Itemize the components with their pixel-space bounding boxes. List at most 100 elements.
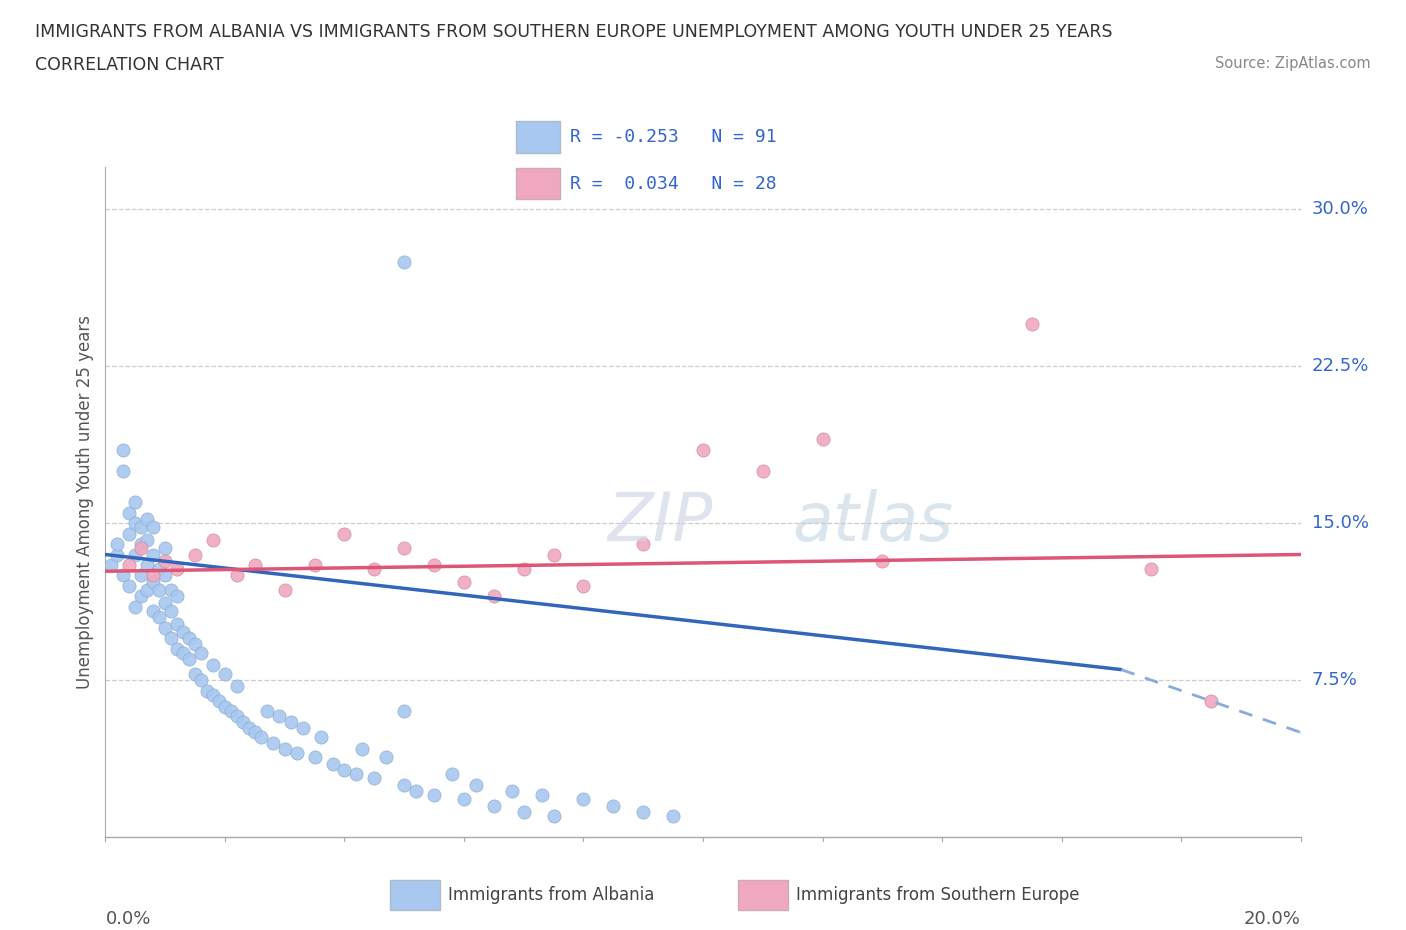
Point [155, 568, 177, 583]
Y-axis label: Unemployment Among Youth under 25 years: Unemployment Among Youth under 25 years [76, 315, 94, 689]
Point [751, 463, 773, 478]
Point [543, 809, 565, 824]
Point [184, 637, 207, 652]
Point [112, 568, 135, 583]
Point [129, 520, 153, 535]
Point [602, 798, 624, 813]
Point [136, 512, 159, 526]
Point [273, 742, 295, 757]
Point [572, 792, 595, 807]
Point [142, 547, 165, 562]
Point [129, 589, 153, 604]
Point [124, 495, 146, 510]
Point [423, 558, 446, 573]
Point [202, 658, 225, 673]
Point [513, 804, 536, 819]
Point [214, 666, 236, 681]
Point [124, 600, 146, 615]
Bar [391, 880, 440, 910]
Point [129, 541, 153, 556]
Point [225, 709, 249, 724]
Point [662, 809, 685, 824]
Point [543, 547, 565, 562]
Point [118, 505, 141, 520]
Point [423, 788, 446, 803]
Point [112, 463, 135, 478]
Point [148, 562, 170, 577]
Point [304, 558, 326, 573]
Point [1199, 694, 1222, 709]
Point [155, 595, 177, 610]
Point [394, 777, 416, 792]
Point [513, 562, 536, 577]
Point [363, 771, 385, 786]
Point [107, 547, 129, 562]
Point [100, 558, 122, 573]
Point [346, 766, 368, 781]
Point [243, 725, 266, 740]
Point [501, 783, 523, 798]
Point [184, 666, 207, 681]
Point [107, 537, 129, 551]
Text: ZIP: ZIP [607, 489, 713, 555]
Bar [516, 168, 560, 200]
Text: R =  0.034   N = 28: R = 0.034 N = 28 [571, 175, 778, 193]
Point [208, 694, 231, 709]
Point [172, 625, 194, 640]
Point [633, 537, 655, 551]
Point [124, 516, 146, 531]
Point [124, 547, 146, 562]
Point [482, 589, 505, 604]
Point [118, 526, 141, 541]
Point [394, 704, 416, 719]
Point [142, 520, 165, 535]
Point [136, 558, 159, 573]
Point [872, 553, 894, 568]
Point [405, 783, 427, 798]
Point [142, 568, 165, 583]
Point [394, 254, 416, 269]
Point [166, 617, 188, 631]
Point [232, 714, 254, 729]
Point [190, 645, 212, 660]
Point [155, 620, 177, 635]
Point [155, 553, 177, 568]
Point [262, 736, 284, 751]
Point [177, 631, 201, 645]
Point [142, 604, 165, 618]
Text: 0.0%: 0.0% [105, 910, 150, 928]
Point [363, 562, 385, 577]
Point [225, 679, 249, 694]
Text: 15.0%: 15.0% [1312, 514, 1368, 532]
Point [482, 798, 505, 813]
Bar [738, 880, 789, 910]
Text: IMMIGRANTS FROM ALBANIA VS IMMIGRANTS FROM SOUTHERN EUROPE UNEMPLOYMENT AMONG YO: IMMIGRANTS FROM ALBANIA VS IMMIGRANTS FR… [35, 23, 1112, 41]
Point [225, 568, 249, 583]
Point [811, 432, 834, 447]
Point [142, 575, 165, 590]
Point [572, 578, 595, 593]
Point [273, 582, 295, 598]
Text: Immigrants from Albania: Immigrants from Albania [449, 886, 655, 904]
Text: CORRELATION CHART: CORRELATION CHART [35, 56, 224, 73]
Point [243, 558, 266, 573]
Point [530, 788, 553, 803]
Point [238, 721, 260, 736]
Point [184, 547, 207, 562]
Text: 7.5%: 7.5% [1312, 671, 1358, 689]
Text: atlas: atlas [793, 489, 953, 555]
Point [118, 558, 141, 573]
Point [195, 683, 218, 698]
Point [453, 575, 475, 590]
Point [375, 750, 398, 764]
Text: 30.0%: 30.0% [1312, 200, 1368, 219]
Point [112, 443, 135, 458]
Point [118, 578, 141, 593]
Point [148, 610, 170, 625]
Point [136, 532, 159, 547]
Point [309, 729, 332, 744]
Point [202, 687, 225, 702]
Point [285, 746, 308, 761]
Point [160, 582, 183, 598]
Point [190, 672, 212, 687]
